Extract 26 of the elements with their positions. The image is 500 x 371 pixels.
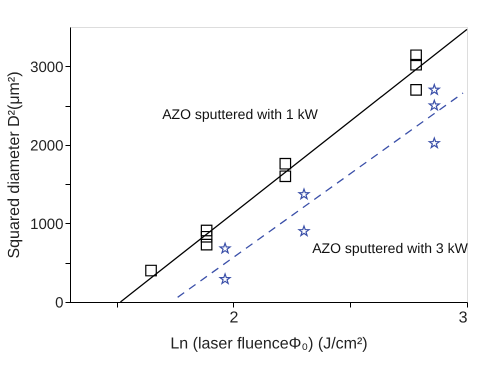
point	[200, 238, 212, 250]
y-axis-title: Squared diameter D²(μm²)	[6, 71, 24, 259]
point	[279, 158, 292, 170]
point	[428, 84, 440, 95]
point	[428, 137, 440, 148]
point	[200, 230, 212, 243]
point	[410, 58, 422, 71]
point	[279, 170, 292, 182]
x-axis-title: Ln (laser fluenceΦ₀) (J/cm²)	[170, 336, 368, 352]
point	[219, 273, 231, 284]
y-tick-label: 3000	[30, 58, 64, 76]
annotation: AZO sputtered with 3 kW	[312, 240, 469, 256]
point	[428, 100, 440, 110]
point	[410, 84, 422, 96]
annotation: AZO sputtered with 1 kW	[162, 106, 319, 122]
y-tick-label: 0	[55, 294, 64, 312]
point	[298, 225, 310, 236]
y-tick-label: 2000	[30, 137, 64, 154]
point	[219, 242, 231, 254]
point	[145, 264, 157, 276]
point	[298, 188, 310, 200]
point	[410, 49, 422, 62]
x-tick-label: 3	[458, 310, 468, 326]
y-tick-label: 1000	[30, 216, 64, 233]
point	[200, 224, 212, 236]
x-tick-label: 2	[230, 310, 239, 326]
